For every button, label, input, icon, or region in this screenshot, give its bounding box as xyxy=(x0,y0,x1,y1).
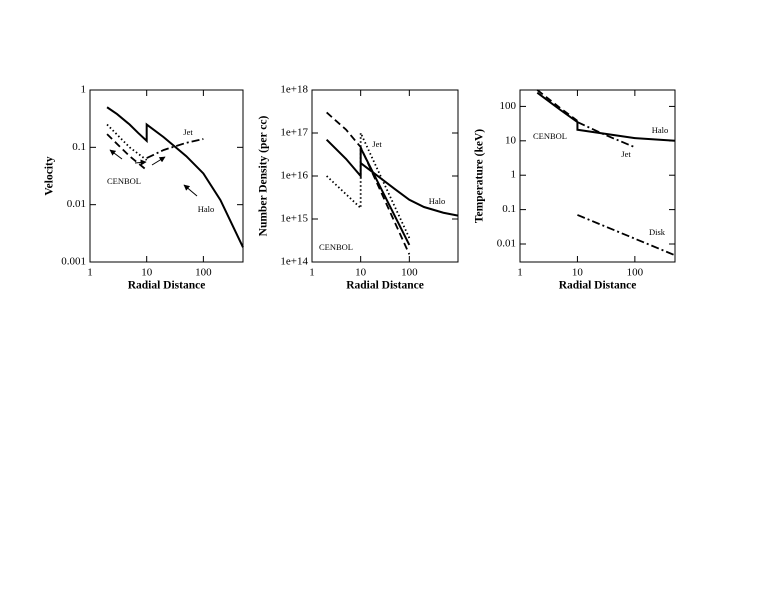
y-tick-label: 1e+14 xyxy=(280,256,308,268)
x-tick-label: 1 xyxy=(87,267,93,279)
data-line xyxy=(146,138,204,159)
annotation: CENBOL xyxy=(319,242,353,252)
data-line xyxy=(325,138,411,246)
x-tick-label: 100 xyxy=(627,267,644,279)
y-tick-label: 0.1 xyxy=(502,203,516,215)
y-tick-label: 0.1 xyxy=(72,141,86,153)
x-tick-label: 10 xyxy=(355,267,367,279)
y-tick-label: 1 xyxy=(511,169,517,181)
annotation: Disk xyxy=(649,227,666,237)
x-tick-label: 10 xyxy=(141,267,153,279)
data-line xyxy=(106,123,148,161)
y-tick-label: 0.001 xyxy=(61,256,86,268)
data-line xyxy=(577,121,636,149)
data-line xyxy=(536,91,676,142)
annotation: CENBOL xyxy=(533,131,567,141)
data-line xyxy=(360,162,459,217)
x-axis-label: Radial Distance xyxy=(559,280,637,292)
y-tick-label: 10 xyxy=(505,134,517,146)
annotation: Halo xyxy=(429,196,446,206)
x-tick-label: 100 xyxy=(401,267,418,279)
x-tick-label: 10 xyxy=(572,267,584,279)
data-line xyxy=(577,214,676,257)
annotation: Jet xyxy=(621,149,631,159)
annotation: Halo xyxy=(652,125,669,135)
arrow xyxy=(151,156,166,166)
y-tick-label: 0.01 xyxy=(67,198,86,210)
y-tick-label: 1e+17 xyxy=(280,127,308,139)
y-tick-label: 1e+16 xyxy=(280,170,308,182)
data-line xyxy=(106,133,148,171)
annotation: Halo xyxy=(198,204,215,214)
x-tick-label: 1 xyxy=(517,267,523,279)
arrow xyxy=(183,184,198,197)
annotation: Jet xyxy=(183,127,193,137)
annotation: Jet xyxy=(372,139,382,149)
data-line xyxy=(536,89,578,122)
y-tick-label: 1 xyxy=(81,84,87,96)
plot-frame xyxy=(311,89,459,263)
y-tick-label: 100 xyxy=(500,100,517,112)
y-tick-label: 1e+18 xyxy=(280,84,308,96)
arrow xyxy=(134,159,147,166)
plot-frame xyxy=(519,89,676,263)
arrow xyxy=(109,149,123,160)
y-axis-label: Number Density (per cc) xyxy=(258,116,270,237)
data-line xyxy=(106,106,244,248)
data-line xyxy=(326,132,411,239)
y-tick-label: 0.01 xyxy=(497,238,516,250)
x-tick-label: 100 xyxy=(195,267,212,279)
data-line xyxy=(326,111,411,255)
y-axis-label: Temperature (keV) xyxy=(474,129,486,223)
y-tick-label: 1e+15 xyxy=(280,213,308,225)
x-tick-label: 1 xyxy=(309,267,315,279)
annotation: CENBOL xyxy=(107,176,141,186)
x-axis-label: Radial Distance xyxy=(128,280,206,292)
plot-frame xyxy=(89,89,244,263)
x-axis-label: Radial Distance xyxy=(346,280,424,292)
y-axis-label: Velocity xyxy=(44,156,56,195)
